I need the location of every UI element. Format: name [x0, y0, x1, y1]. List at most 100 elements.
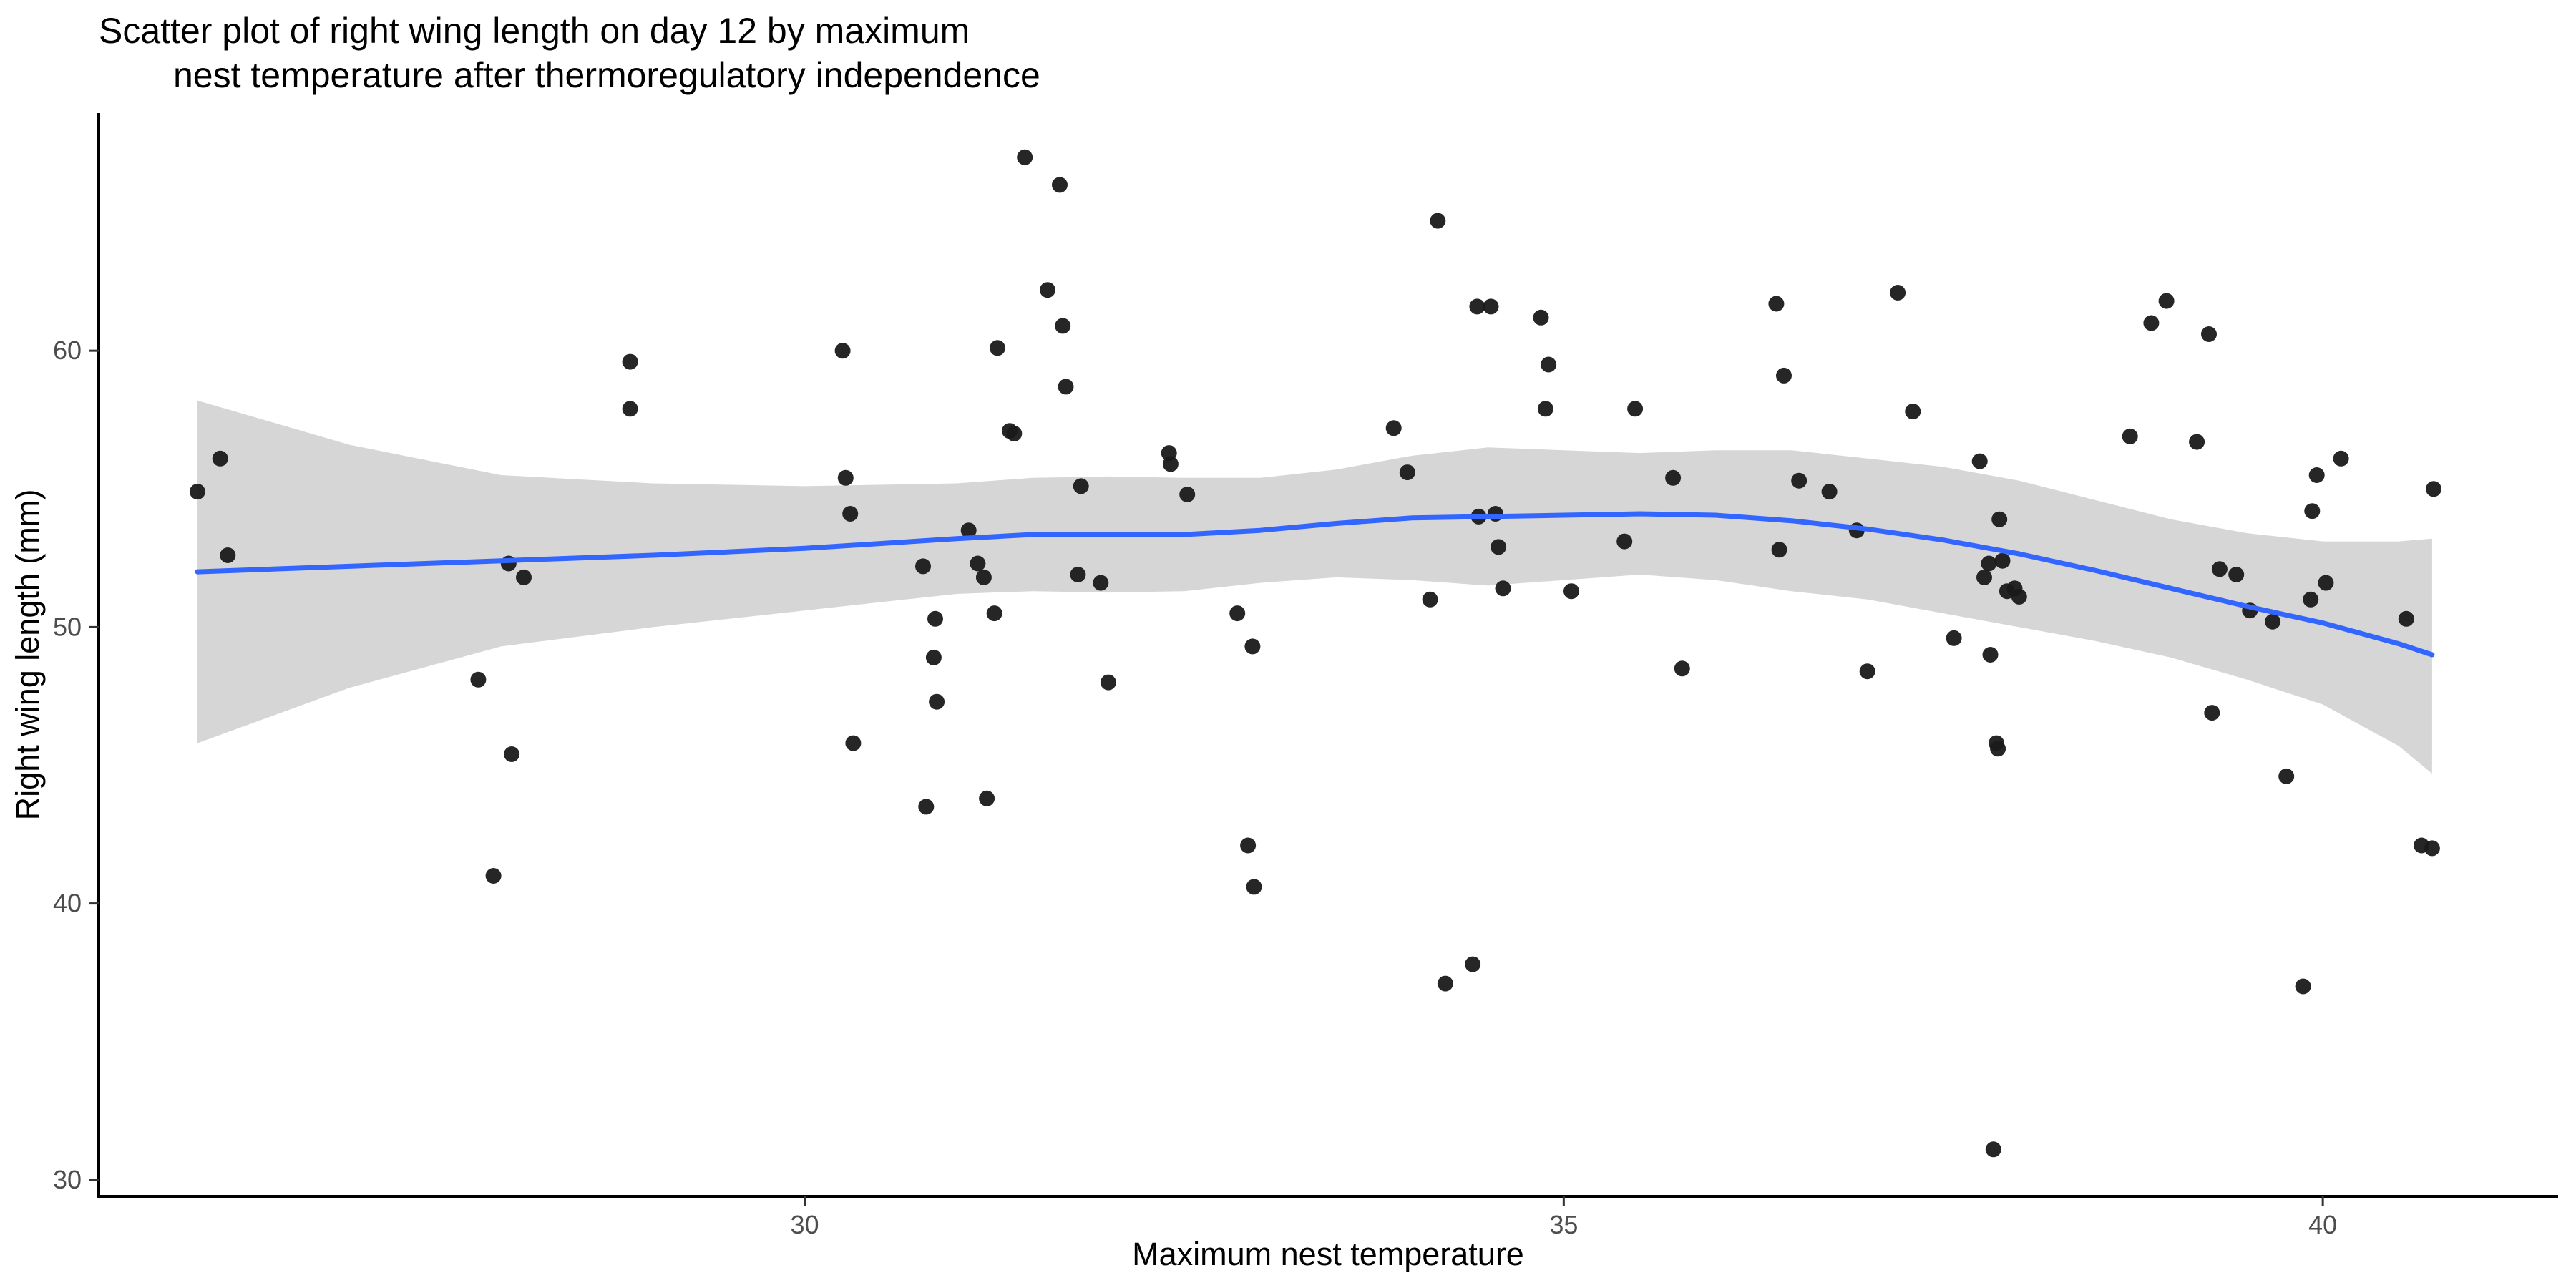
data-point	[1541, 356, 1557, 373]
data-point	[915, 558, 931, 575]
data-point	[929, 693, 945, 710]
data-point	[485, 868, 502, 884]
y-axis-title: Right wing length (mm)	[9, 489, 46, 821]
data-point	[1905, 404, 1921, 420]
x-tick-label: 35	[1549, 1210, 1578, 1239]
data-point	[1771, 542, 1787, 558]
data-point	[2278, 768, 2295, 784]
data-point	[2295, 978, 2311, 995]
y-axis-ticks: 30 40 50 60	[53, 336, 99, 1194]
smooth-line	[195, 511, 2435, 658]
y-tick-label: 50	[53, 612, 82, 641]
data-point	[960, 522, 977, 539]
data-point	[1240, 837, 1257, 854]
data-point	[1674, 660, 1690, 677]
data-point	[1982, 647, 1999, 663]
x-axis-title: Maximum nest temperature	[1132, 1236, 1524, 1272]
data-point	[1058, 379, 1074, 395]
data-point	[2424, 840, 2440, 857]
data-point	[2158, 293, 2175, 309]
data-point	[1385, 420, 1402, 436]
data-point	[986, 605, 1002, 622]
data-point	[622, 401, 638, 417]
data-point	[1399, 464, 1415, 481]
confidence-band-layer	[197, 400, 2432, 774]
data-point	[1990, 741, 2006, 757]
data-point	[1971, 453, 1988, 469]
data-point	[1070, 567, 1086, 582]
data-point	[979, 790, 995, 806]
chart-title-line: nest temperature after thermoregulatory …	[173, 55, 1040, 95]
data-point	[470, 671, 487, 688]
data-point	[834, 343, 851, 359]
data-point	[212, 450, 228, 467]
data-point	[1055, 318, 1071, 334]
data-point	[1422, 591, 1438, 608]
data-point	[1229, 605, 1246, 622]
data-point	[622, 353, 638, 370]
data-point	[1491, 539, 1507, 555]
data-point	[1791, 472, 1807, 489]
data-point	[1246, 879, 1262, 895]
x-tick-label: 30	[791, 1210, 819, 1239]
data-point	[925, 649, 942, 665]
data-point	[1994, 552, 2011, 569]
data-point	[220, 547, 236, 563]
data-point	[842, 506, 859, 522]
data-point	[1616, 533, 1633, 550]
data-point	[1627, 401, 1644, 417]
data-point	[990, 340, 1005, 356]
data-point	[2204, 705, 2220, 721]
x-axis-ticks: 30 35 40	[791, 1196, 2337, 1239]
y-tick-label: 60	[53, 336, 82, 365]
data-point	[2426, 481, 2441, 497]
data-point	[1487, 506, 1503, 522]
data-point	[1006, 426, 1023, 441]
data-point	[927, 610, 943, 627]
data-point	[1483, 298, 1499, 315]
data-point	[1859, 663, 1875, 680]
data-point	[2303, 591, 2319, 608]
data-point	[1821, 484, 1838, 500]
data-point	[1563, 583, 1579, 600]
data-point	[1179, 487, 1196, 502]
data-point	[845, 735, 862, 751]
data-point	[1162, 456, 1179, 472]
data-point	[2308, 467, 2325, 483]
data-point	[1946, 630, 1962, 646]
data-point	[1040, 282, 1055, 298]
data-point	[1073, 478, 1089, 494]
data-point	[1469, 298, 1485, 315]
data-point	[1017, 149, 1033, 165]
data-point	[1890, 285, 1906, 301]
data-point	[1437, 975, 1453, 992]
data-point	[2318, 575, 2334, 591]
data-point	[516, 569, 532, 585]
data-point	[2333, 450, 2349, 467]
data-point	[1244, 638, 1261, 655]
confidence-band	[197, 400, 2432, 774]
data-point	[2228, 567, 2245, 582]
data-point	[189, 484, 205, 500]
data-point	[1100, 674, 1116, 691]
y-tick-label: 40	[53, 889, 82, 918]
data-point	[504, 746, 520, 762]
x-tick-label: 40	[2308, 1210, 2337, 1239]
data-point	[1665, 469, 1682, 486]
data-point	[2011, 588, 2027, 605]
data-point	[1093, 575, 1109, 591]
data-point	[975, 569, 992, 585]
data-point	[2265, 613, 2281, 630]
data-point	[2398, 610, 2414, 627]
data-point	[2189, 434, 2205, 450]
chart-title-line: Scatter plot of right wing length on day…	[99, 11, 970, 51]
data-point	[1991, 511, 2008, 527]
data-point	[1533, 309, 1549, 326]
data-point	[918, 799, 935, 815]
smooth-line-layer	[195, 511, 2435, 658]
data-points	[189, 149, 2441, 1158]
data-point	[2143, 315, 2160, 331]
data-point	[1430, 213, 1446, 229]
chart-title: Scatter plot of right wing length on day…	[99, 11, 1040, 95]
